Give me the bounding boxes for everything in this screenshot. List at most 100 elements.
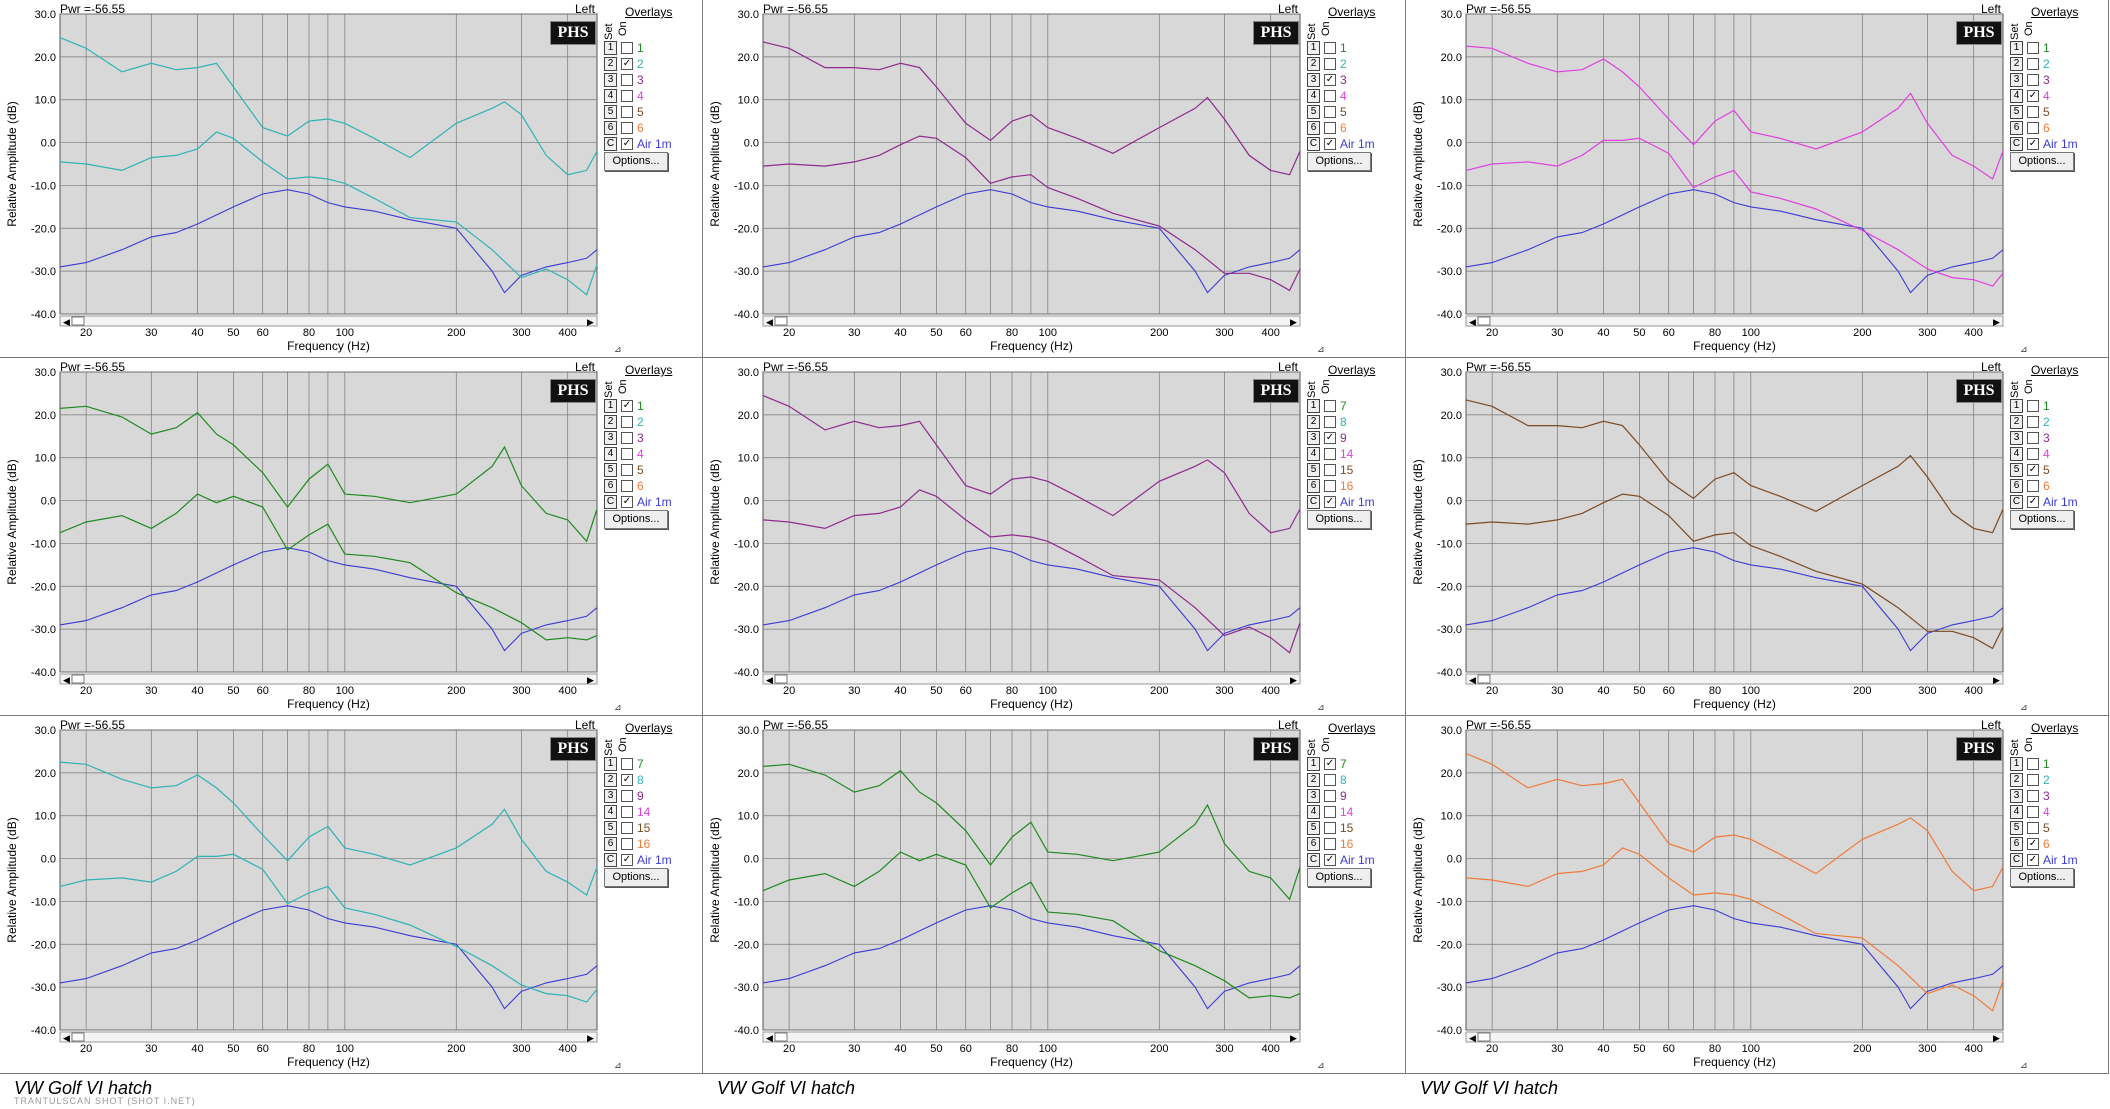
overlay-checkbox[interactable] bbox=[2027, 774, 2039, 786]
overlay-set-button[interactable]: 5 bbox=[2010, 463, 2023, 477]
options-button[interactable]: Options... bbox=[2010, 868, 2074, 887]
resize-grip-icon[interactable]: ⊿ bbox=[614, 344, 622, 354]
overlay-set-button[interactable]: 5 bbox=[1307, 105, 1320, 119]
overlay-set-button[interactable]: 2 bbox=[2010, 773, 2023, 787]
overlay-checkbox[interactable] bbox=[1324, 448, 1336, 460]
overlay-set-button[interactable]: 2 bbox=[1307, 57, 1320, 71]
overlay-set-button[interactable]: 1 bbox=[2010, 757, 2023, 771]
overlay-checkbox[interactable] bbox=[621, 480, 633, 492]
overlay-set-button[interactable]: 2 bbox=[604, 773, 617, 787]
overlay-checkbox[interactable] bbox=[1324, 400, 1336, 412]
resize-grip-icon[interactable]: ⊿ bbox=[1317, 344, 1325, 354]
overlay-checkbox[interactable] bbox=[2027, 400, 2039, 412]
overlay-checkbox[interactable]: ✓ bbox=[1324, 496, 1336, 508]
overlay-set-button[interactable]: 4 bbox=[2010, 805, 2023, 819]
overlay-checkbox[interactable] bbox=[1324, 464, 1336, 476]
options-button[interactable]: Options... bbox=[604, 152, 668, 171]
overlay-set-button[interactable]: 4 bbox=[604, 805, 617, 819]
overlay-set-button[interactable]: 4 bbox=[1307, 805, 1320, 819]
overlay-set-button[interactable]: 2 bbox=[604, 415, 617, 429]
options-button[interactable]: Options... bbox=[604, 510, 668, 529]
overlay-checkbox[interactable] bbox=[1324, 416, 1336, 428]
overlay-checkbox[interactable]: ✓ bbox=[1324, 74, 1336, 86]
overlay-checkbox[interactable] bbox=[1324, 822, 1336, 834]
overlay-checkbox[interactable] bbox=[2027, 806, 2039, 818]
overlay-checkbox[interactable] bbox=[1324, 480, 1336, 492]
overlay-checkbox[interactable] bbox=[2027, 122, 2039, 134]
overlay-set-button[interactable]: 3 bbox=[604, 789, 617, 803]
overlay-checkbox[interactable]: ✓ bbox=[621, 138, 633, 150]
overlay-set-button[interactable]: C bbox=[1307, 853, 1320, 867]
overlay-set-button[interactable]: 5 bbox=[1307, 463, 1320, 477]
overlay-checkbox[interactable] bbox=[2027, 758, 2039, 770]
overlay-checkbox[interactable] bbox=[2027, 822, 2039, 834]
overlay-set-button[interactable]: 5 bbox=[604, 463, 617, 477]
overlay-set-button[interactable]: 3 bbox=[2010, 789, 2023, 803]
overlay-checkbox[interactable] bbox=[621, 822, 633, 834]
overlay-set-button[interactable]: 3 bbox=[604, 431, 617, 445]
resize-grip-icon[interactable]: ⊿ bbox=[2020, 1060, 2028, 1070]
options-button[interactable]: Options... bbox=[1307, 510, 1371, 529]
resize-grip-icon[interactable]: ⊿ bbox=[1317, 1060, 1325, 1070]
overlay-checkbox[interactable] bbox=[1324, 90, 1336, 102]
overlay-set-button[interactable]: 1 bbox=[1307, 41, 1320, 55]
options-button[interactable]: Options... bbox=[1307, 868, 1371, 887]
overlay-checkbox[interactable]: ✓ bbox=[1324, 854, 1336, 866]
overlay-set-button[interactable]: 6 bbox=[2010, 837, 2023, 851]
overlay-checkbox[interactable]: ✓ bbox=[2027, 496, 2039, 508]
overlay-checkbox[interactable] bbox=[2027, 42, 2039, 54]
overlay-set-button[interactable]: 6 bbox=[2010, 479, 2023, 493]
overlay-checkbox[interactable] bbox=[1324, 58, 1336, 70]
overlay-checkbox[interactable] bbox=[2027, 58, 2039, 70]
overlay-checkbox[interactable] bbox=[1324, 790, 1336, 802]
overlay-checkbox[interactable]: ✓ bbox=[1324, 138, 1336, 150]
options-button[interactable]: Options... bbox=[2010, 152, 2074, 171]
overlay-set-button[interactable]: 3 bbox=[2010, 431, 2023, 445]
overlay-checkbox[interactable]: ✓ bbox=[2027, 138, 2039, 150]
overlay-checkbox[interactable] bbox=[1324, 122, 1336, 134]
overlay-set-button[interactable]: 4 bbox=[2010, 447, 2023, 461]
overlay-checkbox[interactable]: ✓ bbox=[621, 496, 633, 508]
overlay-set-button[interactable]: 5 bbox=[604, 105, 617, 119]
overlay-checkbox[interactable] bbox=[621, 806, 633, 818]
overlay-set-button[interactable]: 3 bbox=[1307, 431, 1320, 445]
overlay-checkbox[interactable] bbox=[621, 106, 633, 118]
overlay-set-button[interactable]: 4 bbox=[604, 89, 617, 103]
overlay-checkbox[interactable] bbox=[621, 758, 633, 770]
resize-grip-icon[interactable]: ⊿ bbox=[614, 702, 622, 712]
overlay-set-button[interactable]: 2 bbox=[2010, 57, 2023, 71]
overlay-set-button[interactable]: 5 bbox=[1307, 821, 1320, 835]
overlay-set-button[interactable]: 5 bbox=[604, 821, 617, 835]
overlay-checkbox[interactable] bbox=[2027, 480, 2039, 492]
overlay-set-button[interactable]: C bbox=[1307, 137, 1320, 151]
overlay-checkbox[interactable]: ✓ bbox=[1324, 432, 1336, 444]
overlay-set-button[interactable]: 4 bbox=[2010, 89, 2023, 103]
overlay-set-button[interactable]: 2 bbox=[604, 57, 617, 71]
overlay-checkbox[interactable] bbox=[621, 448, 633, 460]
overlay-checkbox[interactable] bbox=[2027, 74, 2039, 86]
overlay-set-button[interactable]: 2 bbox=[1307, 773, 1320, 787]
overlay-checkbox[interactable]: ✓ bbox=[2027, 838, 2039, 850]
overlay-checkbox[interactable]: ✓ bbox=[621, 854, 633, 866]
overlay-set-button[interactable]: C bbox=[2010, 853, 2023, 867]
overlay-set-button[interactable]: 5 bbox=[2010, 105, 2023, 119]
overlay-checkbox[interactable]: ✓ bbox=[1324, 758, 1336, 770]
overlay-set-button[interactable]: 6 bbox=[604, 479, 617, 493]
overlay-checkbox[interactable] bbox=[2027, 432, 2039, 444]
overlay-checkbox[interactable] bbox=[2027, 790, 2039, 802]
overlay-checkbox[interactable] bbox=[621, 432, 633, 444]
overlay-checkbox[interactable] bbox=[621, 838, 633, 850]
overlay-set-button[interactable]: C bbox=[604, 137, 617, 151]
overlay-set-button[interactable]: C bbox=[2010, 495, 2023, 509]
overlay-set-button[interactable]: 6 bbox=[1307, 121, 1320, 135]
overlay-set-button[interactable]: 1 bbox=[1307, 757, 1320, 771]
resize-grip-icon[interactable]: ⊿ bbox=[614, 1060, 622, 1070]
overlay-set-button[interactable]: 6 bbox=[604, 121, 617, 135]
resize-grip-icon[interactable]: ⊿ bbox=[2020, 702, 2028, 712]
options-button[interactable]: Options... bbox=[604, 868, 668, 887]
overlay-checkbox[interactable]: ✓ bbox=[2027, 854, 2039, 866]
overlay-set-button[interactable]: 2 bbox=[1307, 415, 1320, 429]
resize-grip-icon[interactable]: ⊿ bbox=[1317, 702, 1325, 712]
overlay-checkbox[interactable] bbox=[621, 416, 633, 428]
overlay-checkbox[interactable] bbox=[2027, 448, 2039, 460]
